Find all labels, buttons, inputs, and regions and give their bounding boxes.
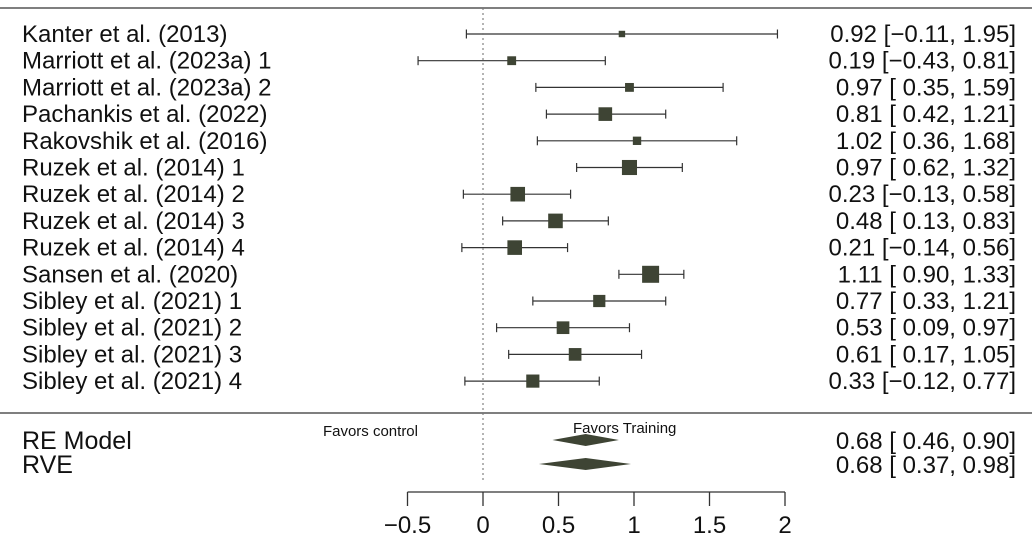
summary-rows: RE Model 0.68 [ 0.46, 0.90] RVE 0.68 [ 0.37…	[22, 427, 1016, 479]
ci-value: 0.77 [ 0.33, 1.21]	[836, 288, 1016, 315]
study-row: Sibley et al. (2021) 1 0.77 [ 0.33, 1.21]	[22, 288, 1016, 315]
effect-square	[625, 82, 634, 92]
effect-square	[568, 348, 582, 361]
summary-label: RVE	[22, 451, 73, 479]
summary-row: RVE 0.68 [ 0.37, 0.98]	[22, 451, 1016, 479]
effect-square	[556, 321, 570, 335]
effect-square	[507, 240, 523, 255]
summary-diamond	[538, 458, 631, 470]
summary-ci-value: 0.68 [ 0.37, 0.98]	[836, 452, 1016, 479]
x-tick-label: 0.5	[542, 512, 575, 537]
effect-square	[526, 374, 540, 388]
study-row: Kanter et al. (2013) 0.92 [−0.11, 1.95]	[22, 21, 1016, 48]
study-row: Sibley et al. (2021) 4 0.33 [−0.12, 0.77]	[22, 368, 1016, 395]
summary-label: RE Model	[22, 427, 132, 455]
effect-square	[510, 186, 526, 202]
effect-square	[632, 136, 642, 145]
favors-control-label: Favors control	[323, 423, 418, 440]
ci-value: 0.53 [ 0.09, 0.97]	[836, 315, 1016, 342]
ci-value: 1.02 [ 0.36, 1.68]	[836, 128, 1016, 155]
ci-value: 0.48 [ 0.13, 0.83]	[836, 208, 1016, 235]
effect-square	[618, 30, 626, 38]
x-tick-label: 0	[476, 512, 489, 537]
study-row: Sansen et al. (2020) 1.11 [ 0.90, 1.33]	[22, 261, 1016, 288]
summary-diamond	[552, 434, 619, 446]
x-axis: −0.5 0 0.5 1 1.5 2	[384, 491, 792, 537]
ci-value: 0.61 [ 0.17, 1.05]	[836, 341, 1016, 368]
study-label: Sibley et al. (2021) 3	[22, 341, 242, 368]
summary-ci-value: 0.68 [ 0.46, 0.90]	[836, 428, 1016, 455]
x-tick-label: 2	[778, 512, 791, 537]
study-row: Pachankis et al. (2022) 0.81 [ 0.42, 1.21…	[22, 101, 1016, 128]
study-row: Ruzek et al. (2014) 4 0.21 [−0.14, 0.56]	[22, 235, 1016, 262]
study-label: Marriott et al. (2023a) 1	[22, 48, 271, 75]
effect-square	[507, 56, 517, 66]
study-row: Marriott et al. (2023a) 2 0.97 [ 0.35, 1.…	[22, 74, 1016, 101]
study-label: Marriott et al. (2023a) 2	[22, 74, 271, 101]
ci-value: 0.33 [−0.12, 0.77]	[829, 368, 1017, 395]
ci-value: 0.23 [−0.13, 0.58]	[829, 181, 1017, 208]
x-tick-label: 1	[627, 512, 640, 537]
ci-value: 0.21 [−0.14, 0.56]	[829, 235, 1017, 262]
ci-value: 0.19 [−0.43, 0.81]	[829, 48, 1017, 75]
effect-square	[598, 107, 613, 121]
study-label: Sibley et al. (2021) 1	[22, 288, 242, 315]
study-label: Ruzek et al. (2014) 3	[22, 208, 245, 235]
ci-value: 1.11 [ 0.90, 1.33]	[838, 261, 1016, 288]
study-row: Ruzek et al. (2014) 1 0.97 [ 0.62, 1.32]	[22, 155, 1016, 182]
study-row: Ruzek et al. (2014) 3 0.48 [ 0.13, 0.83]	[22, 208, 1016, 235]
ci-value: 0.81 [ 0.42, 1.21]	[836, 101, 1016, 128]
effect-square	[621, 159, 638, 176]
study-row: Rakovshik et al. (2016) 1.02 [ 0.36, 1.68…	[22, 128, 1016, 155]
x-tick-label: 1.5	[693, 512, 726, 537]
study-row: Sibley et al. (2021) 3 0.61 [ 0.17, 1.05]	[22, 341, 1016, 368]
study-rows: Kanter et al. (2013) 0.92 [−0.11, 1.95]Ma…	[22, 21, 1016, 395]
study-label: Ruzek et al. (2014) 4	[22, 235, 245, 262]
x-tick-label: −0.5	[384, 512, 431, 537]
summary-row: RE Model 0.68 [ 0.46, 0.90]	[22, 427, 1016, 455]
study-row: Ruzek et al. (2014) 2 0.23 [−0.13, 0.58]	[22, 181, 1016, 208]
study-label: Rakovshik et al. (2016)	[22, 128, 267, 155]
ci-value: 0.92 [−0.11, 1.95]	[830, 21, 1016, 48]
favors-training-label: Favors Training	[573, 420, 676, 437]
study-label: Ruzek et al. (2014) 2	[22, 181, 245, 208]
study-label: Sibley et al. (2021) 4	[22, 368, 242, 395]
ci-value: 0.97 [ 0.35, 1.59]	[836, 74, 1016, 101]
study-label: Ruzek et al. (2014) 1	[22, 155, 245, 182]
study-label: Kanter et al. (2013)	[22, 21, 227, 48]
ci-value: 0.97 [ 0.62, 1.32]	[836, 155, 1016, 182]
effect-square	[548, 213, 563, 229]
study-label: Sansen et al. (2020)	[22, 261, 238, 288]
effect-square	[593, 294, 606, 308]
study-label: Sibley et al. (2021) 2	[22, 315, 242, 342]
study-label: Pachankis et al. (2022)	[22, 101, 267, 128]
study-row: Marriott et al. (2023a) 1 0.19 [−0.43, 0.…	[22, 48, 1016, 75]
study-row: Sibley et al. (2021) 2 0.53 [ 0.09, 0.97]	[22, 315, 1016, 342]
effect-square	[642, 265, 660, 283]
favors-labels: Favors control Favors Training	[323, 420, 676, 440]
